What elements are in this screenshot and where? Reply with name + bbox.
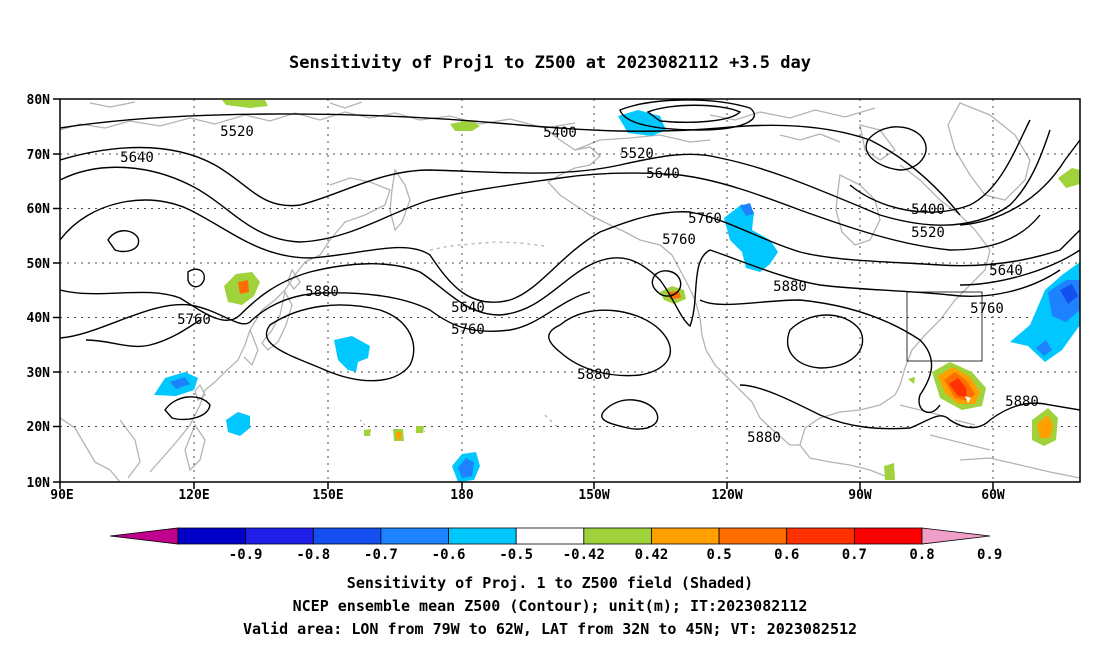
contour-label: 5640 <box>451 300 485 316</box>
colorbar-label: -0.9 <box>229 547 263 563</box>
colorbar-swatch <box>245 527 314 545</box>
contour-label: 5760 <box>451 322 485 338</box>
colorbar-swatch <box>853 527 923 545</box>
lon-tick-labels: 90E 120E 150E 180 150W 120W 90W 60W <box>50 488 1005 503</box>
lat-tick-label: 20N <box>27 420 51 435</box>
colorbar-swatch <box>177 527 247 545</box>
lat-tick-label: 10N <box>27 476 51 491</box>
lat-tick-label: 40N <box>27 311 51 326</box>
colorbar-label: 0.8 <box>909 547 934 563</box>
colorbar-swatch <box>380 527 449 545</box>
colorbar-label: 0.5 <box>706 547 731 563</box>
colorbar-swatch <box>583 527 652 545</box>
valid-area-box <box>906 291 983 362</box>
colorbar-label: -0.6 <box>432 547 466 563</box>
colorbar-min-arrow <box>109 527 179 545</box>
lon-tick-label: 90E <box>50 488 73 503</box>
caption-line-2: NCEP ensemble mean Z500 (Contour); unit(… <box>293 597 808 615</box>
contour-label: 5760 <box>662 232 696 248</box>
contour-label: 5640 <box>989 263 1023 279</box>
coastlines <box>60 101 1080 482</box>
lat-tick-label: 70N <box>27 148 51 163</box>
contour-label: 5400 <box>543 125 577 141</box>
colorbar-label: 0.6 <box>774 547 799 563</box>
colorbar-swatch <box>312 527 382 545</box>
lon-tick-label: 150W <box>578 488 609 503</box>
colorbar-swatch <box>718 527 788 545</box>
caption-line-1: Sensitivity of Proj. 1 to Z500 field (Sh… <box>347 574 753 592</box>
lat-tick-label: 80N <box>27 93 51 108</box>
contour-label: 5880 <box>305 284 339 300</box>
colorbar-swatch <box>448 527 517 545</box>
contour-label: 5880 <box>1005 394 1039 410</box>
lon-tick-label: 180 <box>450 488 474 503</box>
contour-label: 5760 <box>688 211 722 227</box>
lon-tick-label: 120E <box>178 488 209 503</box>
contour-label: 5880 <box>577 367 611 383</box>
lon-tick-label: 150E <box>312 488 343 503</box>
colorbar-label: 0.9 <box>977 547 1002 563</box>
contour-label: 5760 <box>177 312 211 328</box>
contour-labels: 5400 5400 5520 5520 5520 5640 5640 5640 … <box>120 124 1039 446</box>
colorbar-label: -0.8 <box>296 547 330 563</box>
lon-tick-label: 90W <box>848 488 872 503</box>
colorbar-swatch <box>786 527 855 545</box>
contour-label: 5880 <box>747 430 781 446</box>
colorbar-swatch <box>515 527 585 545</box>
colorbar-label: 0.7 <box>842 547 867 563</box>
colorbar-label: -0.42 <box>563 547 605 563</box>
contour-label: 5880 <box>773 279 807 295</box>
map-panel: 5400 5400 5520 5520 5520 5640 5640 5640 … <box>27 93 1081 503</box>
caption-line-3: Valid area: LON from 79W to 62W, LAT fro… <box>243 620 857 638</box>
colorbar-max-arrow <box>921 527 991 545</box>
colorbar-label: 0.42 <box>635 547 669 563</box>
contour-label: 5520 <box>911 225 945 241</box>
contour-label: 5640 <box>120 150 154 166</box>
z500-contours <box>60 99 1080 430</box>
contour-label: 5520 <box>220 124 254 140</box>
contour-label: 5520 <box>620 146 654 162</box>
lat-tick-label: 30N <box>27 366 51 381</box>
figure-title: Sensitivity of Proj1 to Z500 at 20230821… <box>289 53 811 73</box>
colorbar-swatch <box>651 527 720 545</box>
colorbar: -0.9 -0.8 -0.7 -0.6 -0.5 -0.42 0.42 0.5 0.6 0.7 0.… <box>109 527 1002 563</box>
lon-tick-label: 60W <box>981 488 1005 503</box>
lon-tick-label: 120W <box>711 488 742 503</box>
axis-ticks <box>53 98 994 489</box>
contour-label: 5640 <box>646 166 680 182</box>
colorbar-label: -0.5 <box>499 547 533 563</box>
contour-label: 5400 <box>911 202 945 218</box>
lat-tick-label: 60N <box>27 202 51 217</box>
map-background <box>60 99 1080 482</box>
contour-label: 5760 <box>970 301 1004 317</box>
lat-tick-labels: 10N 20N 30N 40N 50N 60N 70N 80N <box>27 93 51 491</box>
colorbar-label: -0.7 <box>364 547 398 563</box>
lat-tick-label: 50N <box>27 257 51 272</box>
map-frame <box>59 98 1081 483</box>
